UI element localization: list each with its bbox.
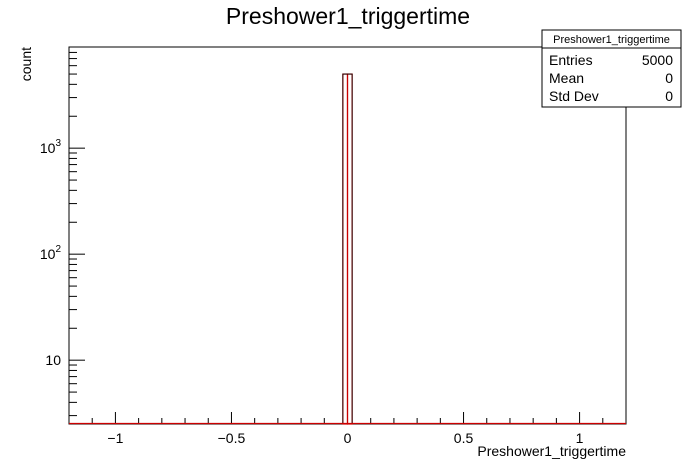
x-tick-label: −0.5 <box>218 430 246 446</box>
x-ticks: −1 −0.5 0 0.5 1 <box>91 412 604 446</box>
stats-mean-label: Mean <box>549 70 584 86</box>
histogram-outline <box>342 73 353 424</box>
stats-entries-value: 5000 <box>642 52 673 68</box>
x-tick-label: 1 <box>576 430 584 446</box>
x-axis-label: Preshower1_triggertime <box>477 443 626 459</box>
stats-entries-label: Entries <box>549 52 593 68</box>
y-tick-label: 103 <box>40 138 62 156</box>
y-tick-label: 102 <box>40 244 62 262</box>
histogram-bins <box>342 73 353 425</box>
y-ticks: 10 102 103 <box>40 46 85 417</box>
x-tick-label: −1 <box>107 430 123 446</box>
x-tick-label: 0 <box>344 430 352 446</box>
stats-box: Preshower1_triggertime Entries 5000 Mean… <box>541 29 682 108</box>
stats-stddev-value: 0 <box>665 88 673 104</box>
y-tick-label: 10 <box>45 352 61 368</box>
x-tick-label: 0.5 <box>454 430 474 446</box>
stats-mean-value: 0 <box>665 70 673 86</box>
stats-box-frame <box>541 29 682 108</box>
histogram-bin <box>342 73 349 425</box>
stats-stddev-label: Std Dev <box>549 88 599 104</box>
y-axis-label: count <box>18 47 34 81</box>
stats-box-title: Preshower1_triggertime <box>553 34 670 46</box>
histogram-bin <box>346 73 353 425</box>
chart-title: Preshower1_triggertime <box>226 3 470 29</box>
